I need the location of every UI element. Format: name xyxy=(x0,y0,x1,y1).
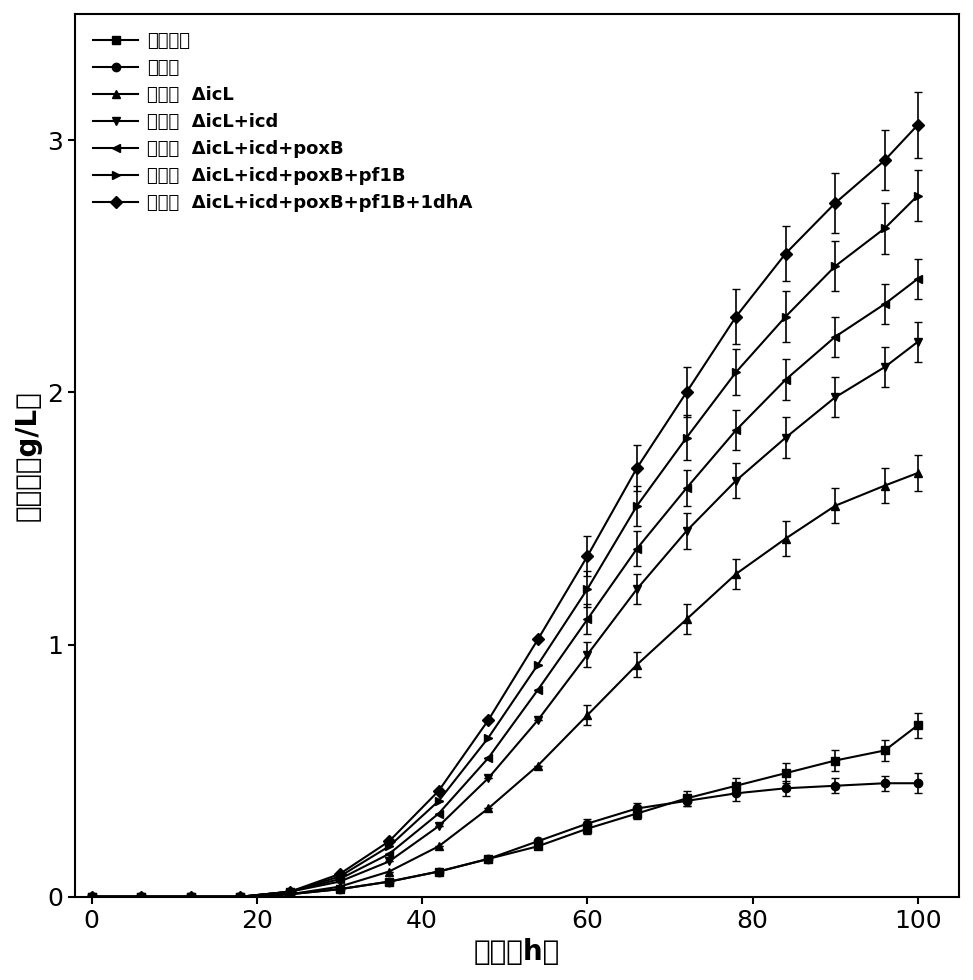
Legend: 共表达菌, 组装菌, 组装菌  ΔicL, 组装菌  ΔicL+icd, 组装菌  ΔicL+icd+poxB, 组装菌  ΔicL+icd+poxB+pf1B: 共表达菌, 组装菌, 组装菌 ΔicL, 组装菌 ΔicL+icd, 组装菌 Δ… xyxy=(85,23,482,221)
Y-axis label: 衣康酸（g/L）: 衣康酸（g/L） xyxy=(14,390,42,520)
X-axis label: 时间（h）: 时间（h） xyxy=(474,938,560,966)
